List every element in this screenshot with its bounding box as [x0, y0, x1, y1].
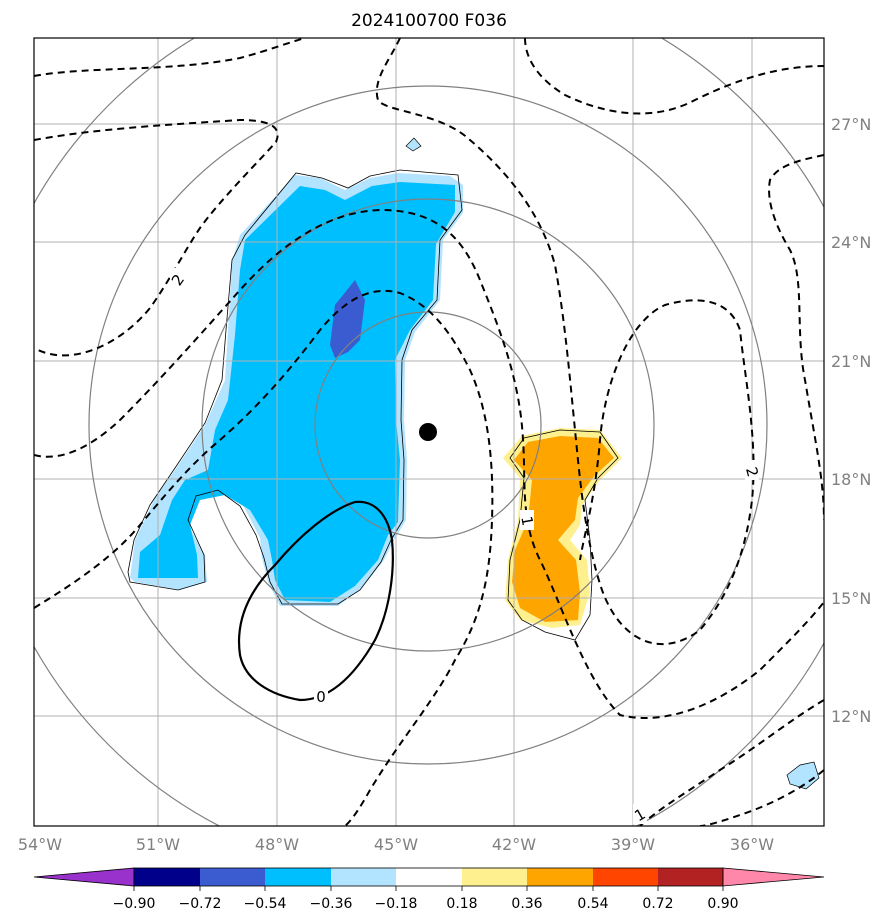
storm-center-marker	[419, 423, 437, 441]
negative-region	[138, 182, 455, 602]
lon-tick-label: 51°W	[136, 835, 180, 854]
colorbar-segment	[396, 868, 462, 886]
dashed-contours	[34, 38, 824, 826]
colorbar-segment	[527, 868, 593, 886]
colorbar-segment	[265, 868, 331, 886]
small-negative-patch-southeast	[786, 761, 820, 790]
colorbar-label: −0.54	[244, 896, 287, 912]
colorbar-ticks	[133, 886, 724, 891]
colorbar-label: 0.18	[446, 896, 477, 912]
contour-label: 0	[316, 688, 326, 706]
colorbar-label: 0.36	[511, 896, 542, 912]
negative-region-outline	[127, 169, 463, 605]
colorbar: −0.90 −0.72 −0.54 −0.36 −0.18 0.18 0.36 …	[33, 867, 825, 912]
lon-tick-label: 42°W	[492, 835, 536, 854]
lon-tick-label: 54°W	[18, 835, 62, 854]
lon-tick-label: 48°W	[255, 835, 299, 854]
colorbar-label: 0.72	[642, 896, 673, 912]
lat-tick-label: 18°N	[831, 470, 871, 489]
plot-frame	[33, 37, 825, 827]
colorbar-label: 0.90	[707, 896, 738, 912]
latitude-labels: 27°N 24°N 21°N 18°N 15°N 12°N	[831, 115, 871, 726]
lon-tick-label: 39°W	[611, 835, 655, 854]
colorbar-label: −0.90	[113, 896, 156, 912]
negative-core-patch	[330, 280, 365, 358]
colorbar-segment	[200, 868, 265, 886]
lat-tick-label: 15°N	[831, 589, 871, 608]
plot-area	[34, 38, 824, 826]
figure-title: 2024100700 F036	[351, 11, 507, 31]
colorbar-segment	[134, 868, 200, 886]
colorbar-label: −0.72	[179, 896, 222, 912]
colorbar-label: −0.36	[310, 896, 353, 912]
positive-region	[512, 436, 614, 622]
colorbar-frame	[133, 867, 724, 887]
colorbar-segment	[658, 868, 723, 886]
contour-labels: 2 2 1 1 0	[168, 268, 762, 825]
colorbar-label: −0.18	[375, 896, 418, 912]
longitude-labels: 54°W 51°W 48°W 45°W 42°W 39°W 36°W	[18, 835, 774, 854]
contour-label: 1	[517, 515, 536, 528]
range-rings	[34, 38, 824, 826]
lat-tick-label: 24°N	[831, 233, 871, 252]
colorbar-extend-low	[33, 867, 135, 887]
colorbar-label: 0.54	[577, 896, 608, 912]
lon-tick-label: 36°W	[730, 835, 774, 854]
colorbar-segment	[462, 868, 527, 886]
colorbar-segment	[593, 868, 658, 886]
colorbar-segment	[331, 868, 396, 886]
colorbar-extend-high	[722, 867, 825, 887]
lon-tick-label: 45°W	[374, 835, 418, 854]
lat-tick-label: 21°N	[831, 352, 871, 371]
lat-tick-label: 27°N	[831, 115, 871, 134]
lat-tick-label: 12°N	[831, 707, 871, 726]
small-negative-patch-north	[405, 137, 422, 152]
zero-contour	[238, 500, 394, 702]
contour-label: 2	[742, 465, 762, 479]
